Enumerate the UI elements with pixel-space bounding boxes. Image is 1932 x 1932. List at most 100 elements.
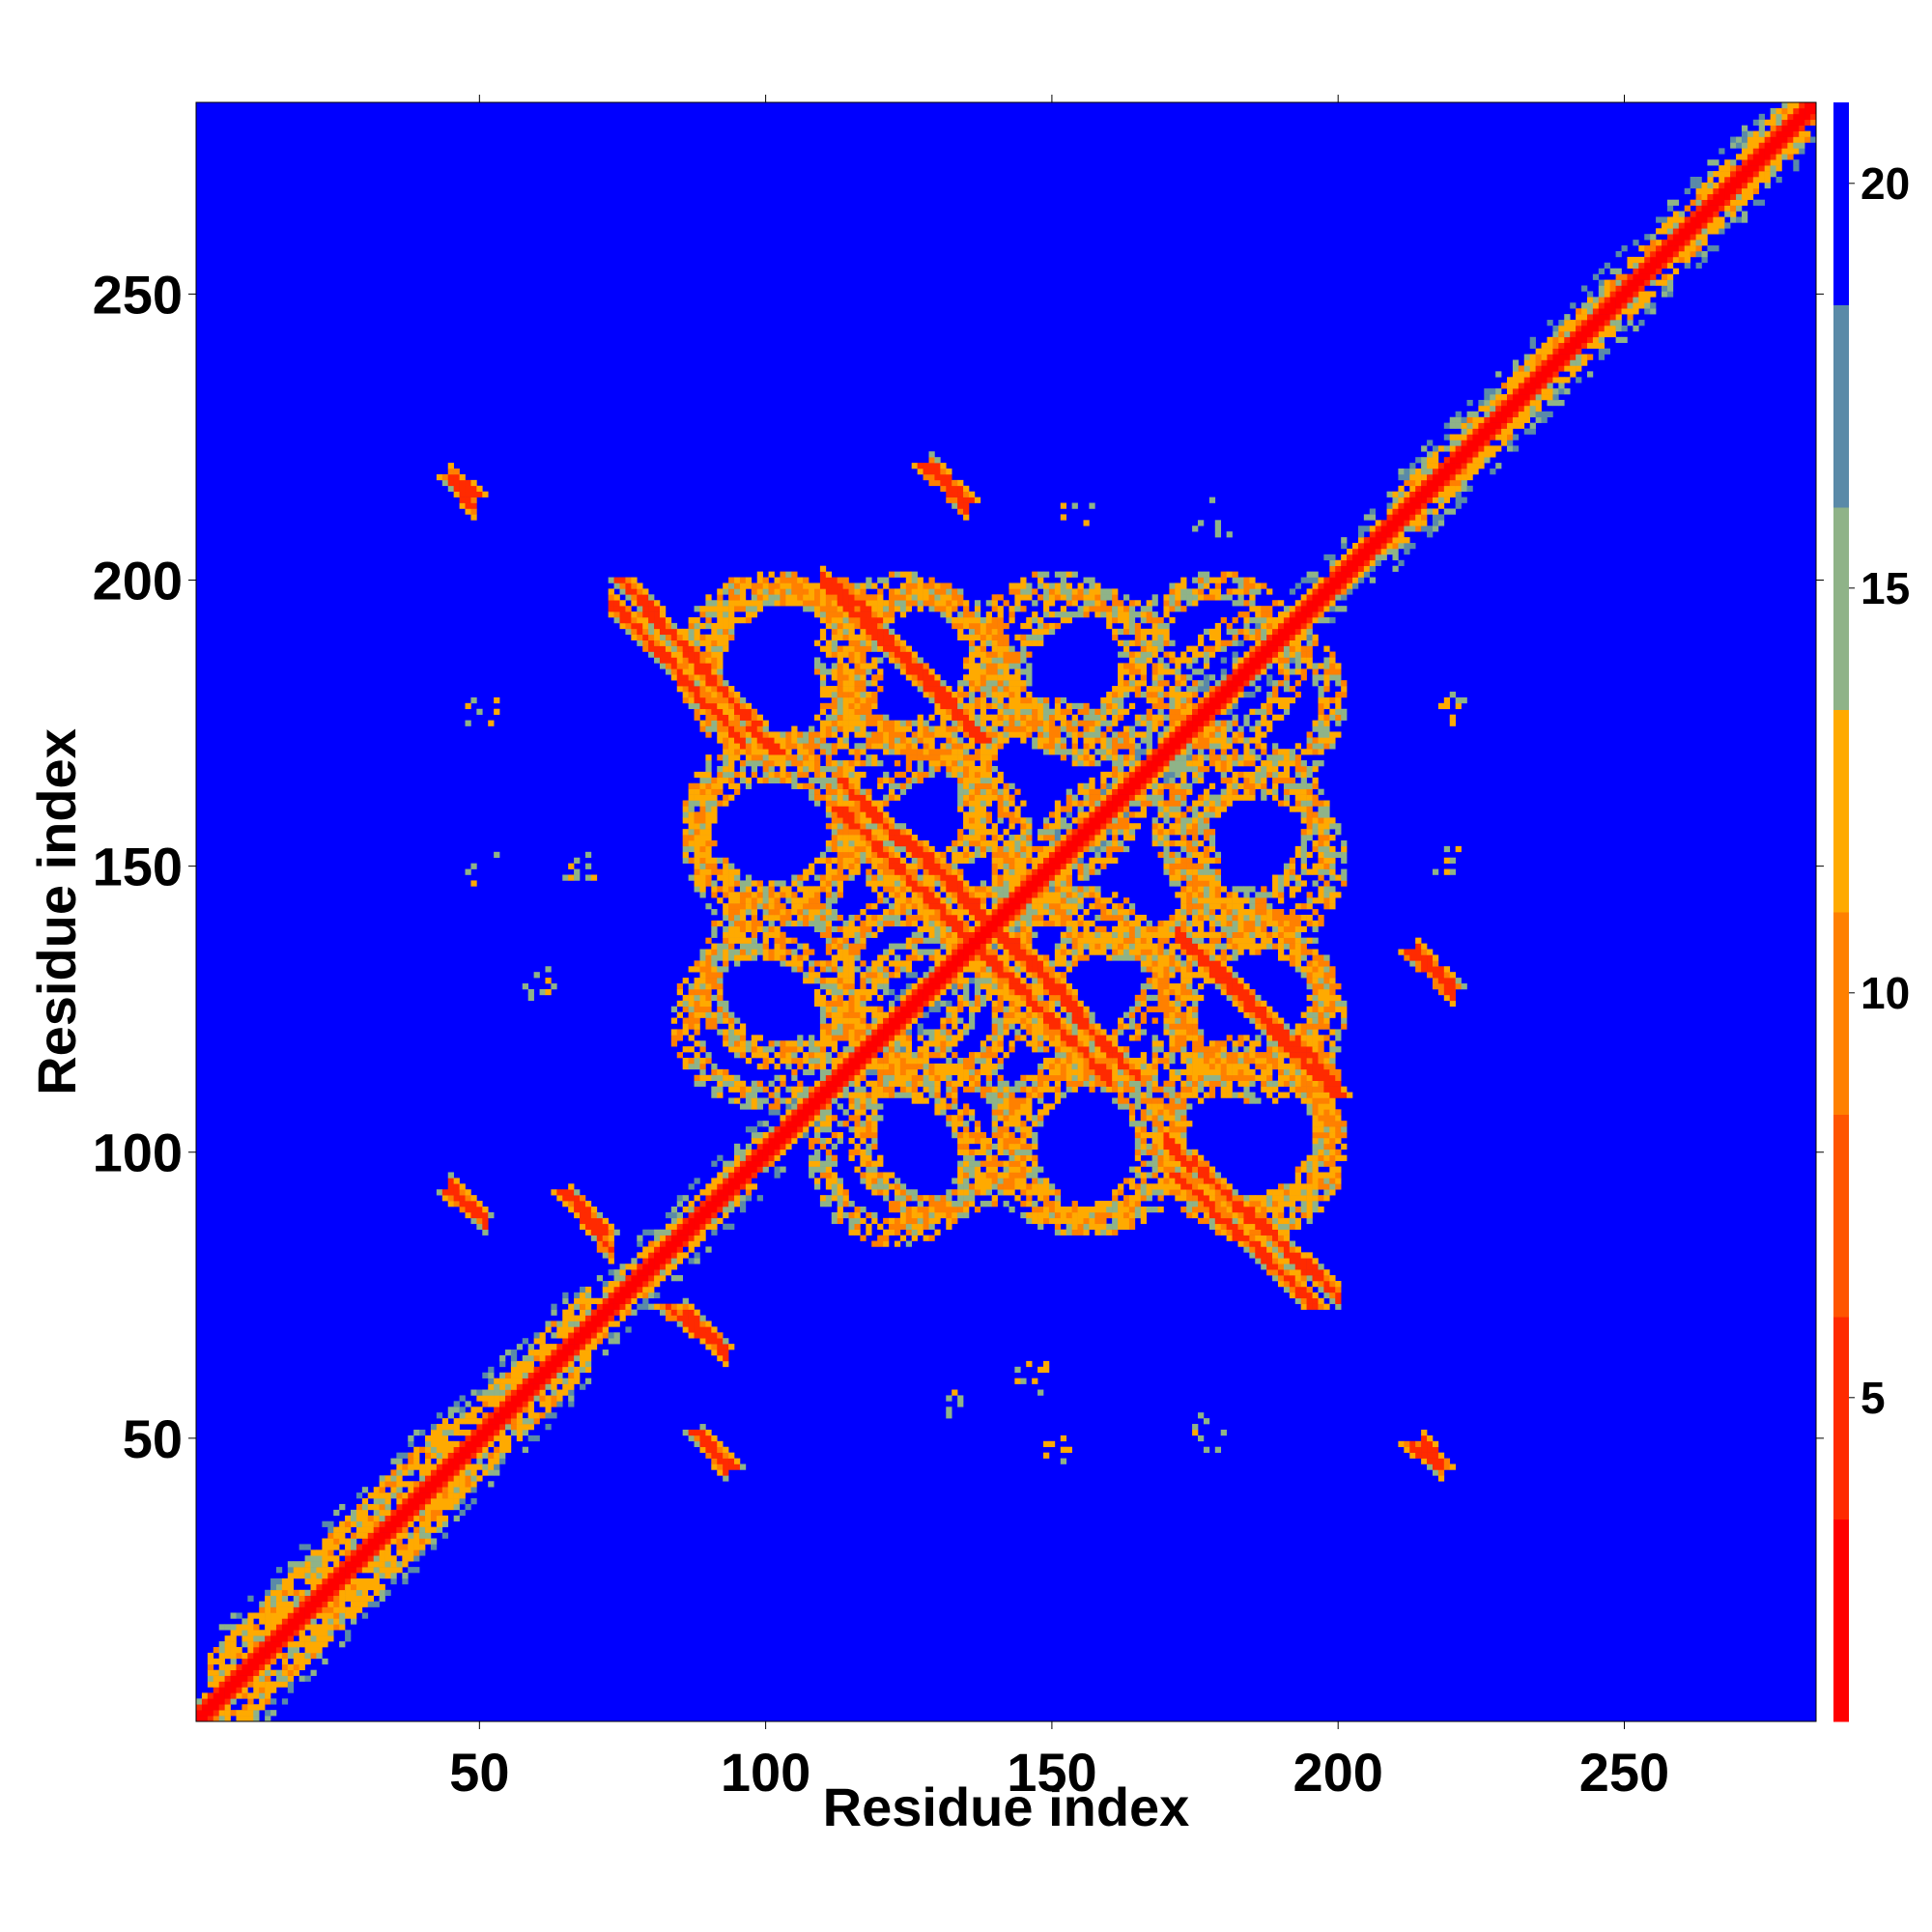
heatmap-cell [1026,1166,1033,1173]
heatmap-cell [270,1669,277,1676]
heatmap-cell [253,1669,260,1676]
heatmap-cell [877,1240,884,1247]
heatmap-cell [476,1395,483,1402]
heatmap-cell [1437,966,1445,973]
heatmap-cell [670,1017,678,1024]
heatmap-cell [699,960,706,967]
heatmap-cell [584,1338,592,1345]
heatmap-cell [482,1395,489,1402]
heatmap-cell [345,1538,352,1545]
heatmap-cell [1294,1029,1301,1036]
heatmap-cell [688,1006,695,1012]
heatmap-cell [894,1183,901,1190]
heatmap-cell [1226,1195,1233,1202]
heatmap-cell [711,1183,718,1190]
heatmap-cell [293,1595,299,1602]
heatmap-cell [1083,1029,1090,1036]
heatmap-cell [723,1183,729,1190]
heatmap-cell [218,1652,225,1660]
heatmap-cell [866,988,872,996]
heatmap-cell [1037,1183,1044,1190]
heatmap-cell [590,1217,598,1225]
heatmap-cell [734,1040,741,1047]
heatmap-cell [396,1538,403,1545]
heatmap-cell [688,1211,695,1219]
heatmap-cell [1140,1149,1147,1155]
heatmap-cell [1163,1011,1170,1018]
heatmap-cell [688,1058,695,1065]
heatmap-cell [218,1647,225,1654]
heatmap-cell [1180,994,1187,1002]
heatmap-cell [1323,1172,1330,1179]
heatmap-cell [717,1017,724,1024]
heatmap-cell [1065,1086,1072,1093]
heatmap-cell [952,949,958,955]
heatmap-cell [1140,1217,1147,1225]
heatmap-cell [304,1567,311,1574]
heatmap-cell [218,1681,225,1688]
heatmap-cell [842,960,849,967]
heatmap-cell [1186,972,1193,979]
heatmap-cell [619,1275,626,1282]
heatmap-cell [1014,960,1021,967]
heatmap-cell [196,1704,203,1711]
heatmap-cell [791,1121,798,1127]
heatmap-cell [1226,1074,1233,1081]
heatmap-cell [1220,972,1227,979]
heatmap-cell [1300,1097,1307,1104]
heatmap-cell [1186,988,1193,996]
heatmap-cell [1083,1040,1090,1047]
heatmap-cell [1432,1469,1439,1476]
heatmap-cell [699,1040,706,1047]
heatmap-cell [351,1606,357,1613]
heatmap-cell [1277,1240,1285,1247]
heatmap-cell [785,1046,792,1053]
heatmap-cell [825,1149,833,1155]
heatmap-cell [1146,1115,1152,1122]
heatmap-cell [270,1624,277,1631]
heatmap-cell [1255,1195,1262,1202]
heatmap-cell [1266,1258,1273,1264]
heatmap-cell [963,983,970,990]
heatmap-cell [408,1498,414,1505]
heatmap-cell [1186,978,1193,984]
heatmap-cell [1272,1240,1279,1247]
heatmap-cell [402,1481,409,1488]
heatmap-cell [436,1509,443,1517]
heatmap-cell [905,1211,913,1219]
heatmap-cell [1289,1223,1296,1230]
heatmap-cell [1134,1086,1142,1093]
heatmap-cell [705,1058,712,1065]
heatmap-cell [762,1132,769,1139]
heatmap-cell [923,1046,929,1053]
heatmap-cell [1409,1446,1416,1453]
heatmap-cell [883,1080,890,1087]
heatmap-cell [1220,966,1227,973]
heatmap-cell [1421,966,1428,973]
heatmap-cell [1214,966,1222,973]
heatmap-cell [270,1630,277,1636]
heatmap-cell [997,1149,1004,1155]
heatmap-cell [1289,1264,1296,1270]
heatmap-cell [224,1698,231,1705]
heatmap-cell [1208,1223,1216,1230]
heatmap-cell [883,1217,890,1225]
heatmap-cell [453,1452,460,1459]
heatmap-cell [1232,988,1238,996]
heatmap-cell [345,1577,352,1585]
heatmap-cell [946,966,952,973]
heatmap-cell [1261,1217,1267,1225]
heatmap-cell [819,1035,827,1041]
heatmap-cell [813,1126,821,1133]
heatmap-cell [963,1207,970,1213]
heatmap-cell [974,1052,981,1059]
heatmap-cell [963,1172,970,1179]
heatmap-cell [717,1092,724,1098]
heatmap-cell [270,1606,277,1613]
heatmap-cell [1043,1360,1050,1368]
heatmap-cell [1409,954,1416,961]
heatmap-cell [1289,1286,1296,1293]
heatmap-cell [1118,1097,1124,1104]
heatmap-cell [1054,1058,1062,1065]
heatmap-cell [871,1137,878,1145]
